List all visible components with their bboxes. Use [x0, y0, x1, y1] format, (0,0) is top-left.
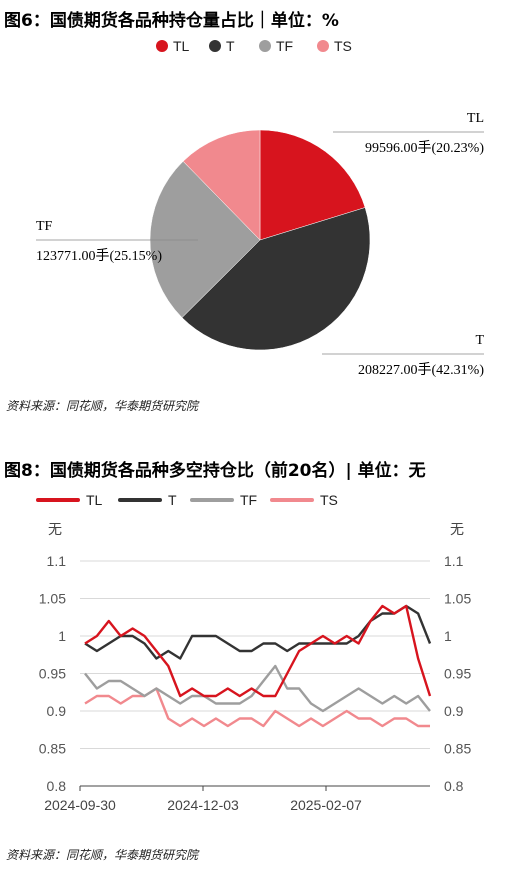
legend-label-tf: TF	[240, 492, 257, 508]
pie-slices	[149, 129, 371, 351]
legend-label-t: T	[226, 38, 235, 54]
line-legend: TL T TF TS	[36, 492, 338, 508]
legend-label-ts: TS	[320, 492, 338, 508]
y-tick-right: 1	[444, 628, 452, 644]
y-tick-left: 1.05	[39, 591, 66, 607]
x-tick-label: 2024-12-03	[167, 797, 239, 813]
callout-name-tf: TF	[36, 219, 53, 234]
series-line-tl	[84, 604, 432, 698]
y-tick-left: 0.9	[47, 703, 67, 719]
y-tick-left: 0.95	[39, 666, 66, 682]
figure8-title: 图8：国债期货各品种多空持仓比（前20名）| 单位：无	[4, 461, 426, 481]
callout-value-tf: 123771.00手(25.15%)	[36, 248, 162, 264]
y-tick-right: 0.8	[444, 778, 464, 794]
pie-slice-tl	[259, 129, 366, 241]
y-tick-right: 1.1	[444, 553, 464, 569]
line-grid	[80, 560, 430, 787]
pie-legend: TL T TF TS	[156, 38, 352, 54]
line-axes: 无 无 1.1 1.1 1.05 1.05 1 1 0.95 0.95 0.9 0.9 0.85 0.85…	[39, 521, 472, 813]
series-line-tf	[84, 664, 431, 713]
legend-marker-t	[209, 40, 221, 52]
pie-chart: TL T TF TS TL 99596.00手(20.23%) T 208227.00手(4…	[36, 38, 484, 378]
figure6-title: 图6：国债期货各品种持仓量占比｜单位：%	[4, 11, 339, 31]
legend-label-tl: TL	[173, 38, 190, 54]
callout-name-tl: TL	[467, 111, 484, 126]
y-tick-left: 0.85	[39, 741, 66, 757]
legend-marker-tf	[259, 40, 271, 52]
y-tick-right: 0.85	[444, 741, 471, 757]
figure8-source: 资料来源：同花顺，华泰期货研究院	[6, 848, 199, 862]
pie-slice-t	[181, 207, 371, 351]
callout-value-t: 208227.00手(42.31%)	[358, 362, 484, 378]
y-tick-left: 1	[58, 628, 66, 644]
legend-marker-ts	[317, 40, 329, 52]
line-series	[84, 604, 432, 728]
legend-label-t: T	[168, 492, 177, 508]
legend-label-tf: TF	[276, 38, 293, 54]
figure6-source: 资料来源：同花顺，华泰期货研究院	[6, 399, 199, 413]
callout-value-tl: 99596.00手(20.23%)	[365, 140, 484, 156]
x-tick-label: 2025-02-07	[290, 797, 362, 813]
y-tick-right: 0.9	[444, 703, 464, 719]
x-tick-label: 2024-09-30	[44, 797, 116, 813]
y-unit-left: 无	[48, 521, 62, 537]
y-tick-left: 0.8	[47, 778, 67, 794]
series-line-ts	[84, 687, 430, 728]
legend-label-tl: TL	[86, 492, 103, 508]
y-tick-right: 0.95	[444, 666, 471, 682]
y-tick-right: 1.05	[444, 591, 471, 607]
callout-name-t: T	[475, 333, 484, 348]
legend-label-ts: TS	[334, 38, 352, 54]
pie-slice-tf	[149, 160, 261, 318]
pie-slice-ts	[182, 129, 261, 241]
y-unit-right: 无	[450, 521, 464, 537]
line-chart: TL T TF TS 无 无 1.1 1.1 1.05 1.05 1 1 0.95 0.95 0.9 0.9…	[36, 492, 472, 813]
legend-marker-tl	[156, 40, 168, 52]
y-tick-left: 1.1	[47, 553, 67, 569]
pie-callouts: TL 99596.00手(20.23%) T 208227.00手(42.31%) TF…	[36, 111, 484, 378]
